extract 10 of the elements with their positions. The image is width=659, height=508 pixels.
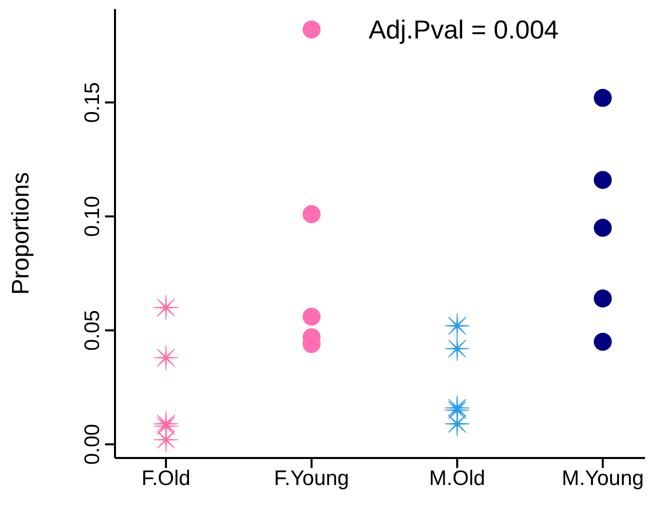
x-tick-label: F.Old [141,466,190,490]
x-tick-label: F.Young [274,466,350,490]
y-tick-label: 0.05 [81,310,104,351]
annotation: Adj.Pval = 0.004 [368,14,559,45]
x-tick-label: M.Young [562,466,644,490]
y-tick-label: 0.00 [81,424,104,465]
y-tick-label: 0.15 [81,82,104,123]
y-axis-title: Proportions [8,172,35,295]
x-tick-label: M.Old [429,466,486,490]
y-tick-label: 0.10 [81,196,104,237]
